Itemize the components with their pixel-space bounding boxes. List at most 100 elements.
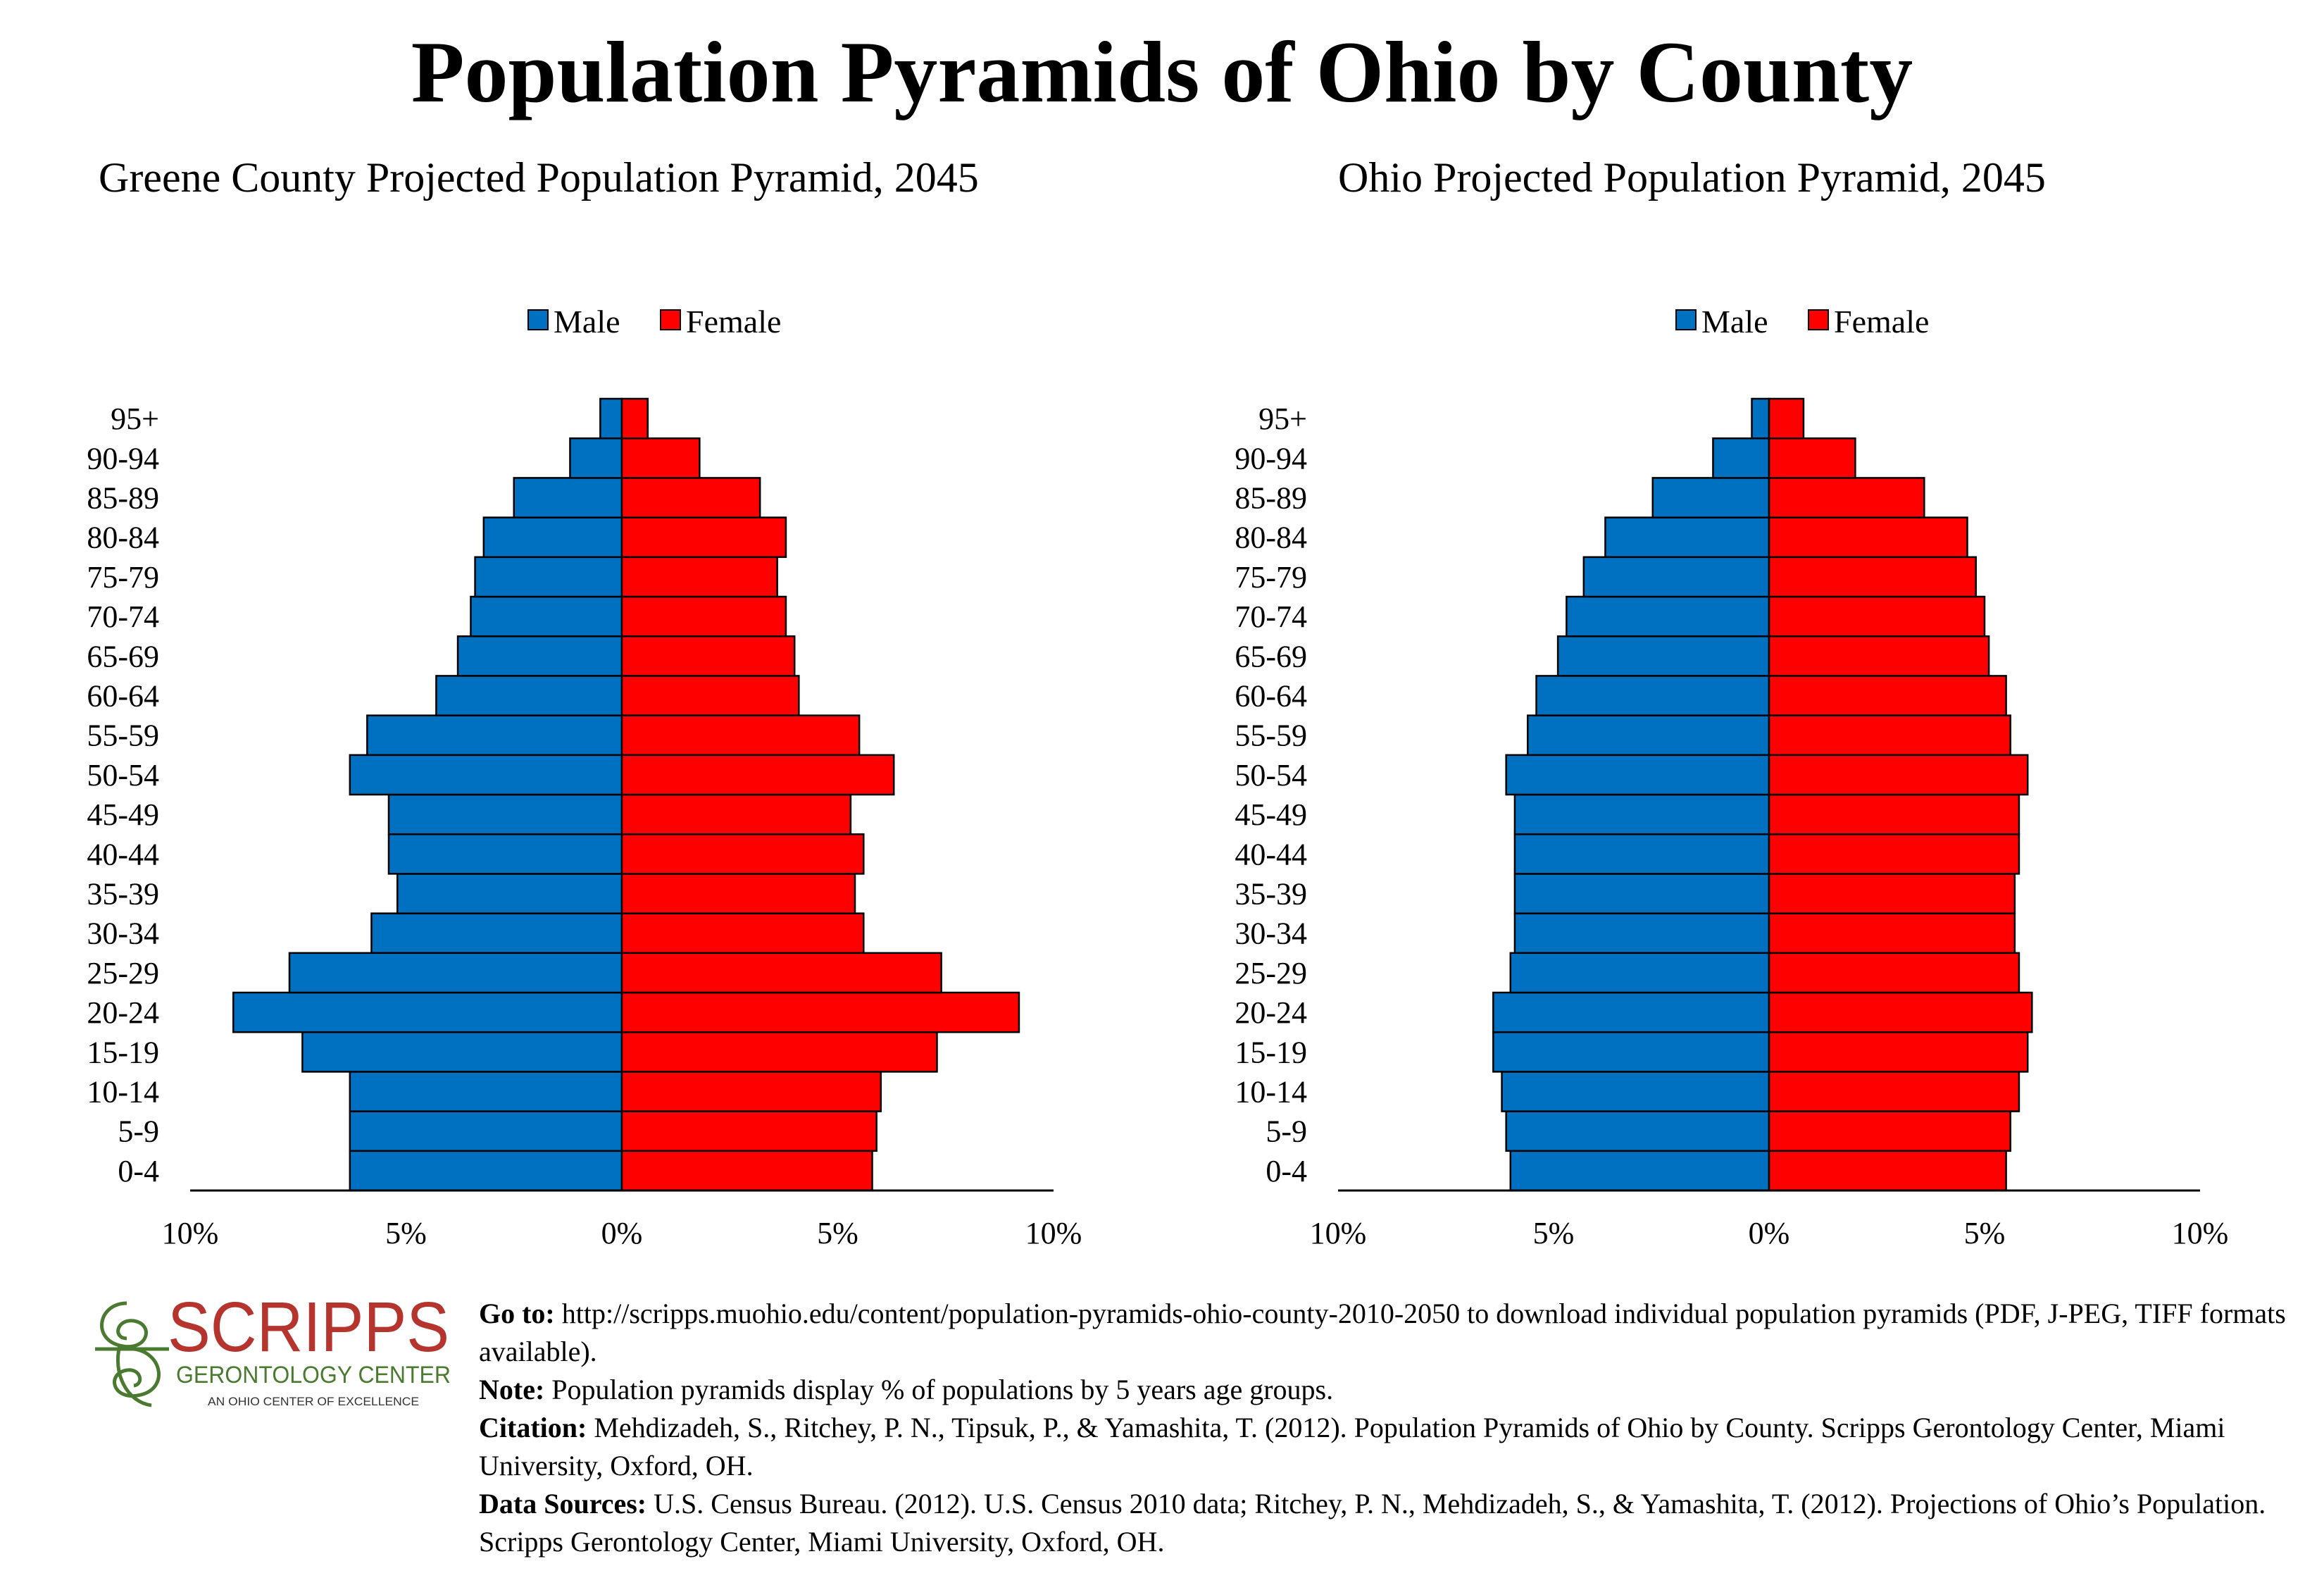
female-bar <box>1768 595 1986 638</box>
male-bar <box>349 754 623 796</box>
main-title: Population Pyramids of Ohio by County <box>411 24 1913 120</box>
note-text: Population pyramids display % of populat… <box>544 1374 1334 1405</box>
male-bar <box>1651 477 1770 518</box>
female-bar <box>620 1071 882 1112</box>
age-group-label: 85-89 <box>1235 481 1307 516</box>
age-group-label: 60-64 <box>87 679 159 714</box>
age-group-label: 60-64 <box>1235 679 1307 714</box>
age-group-label: 25-29 <box>1235 956 1307 990</box>
age-group-label: 65-69 <box>87 639 159 673</box>
x-tick-label: 10% <box>1310 1216 1367 1250</box>
female-bar <box>1768 873 2016 914</box>
swirl-icon <box>95 1301 169 1407</box>
age-group-label: 10-14 <box>1235 1075 1307 1110</box>
age-group-label: 30-34 <box>87 916 159 951</box>
male-bar <box>387 833 623 875</box>
age-group-label: 40-44 <box>1235 837 1307 871</box>
female-bar <box>1768 991 2033 1033</box>
age-group-label: 95+ <box>1258 402 1307 436</box>
male-bar <box>387 793 623 835</box>
female-bar <box>620 675 800 716</box>
male-bar <box>470 595 623 638</box>
female-bar <box>620 1110 877 1152</box>
x-tick-label: 5% <box>1964 1216 2006 1250</box>
sources-text: U.S. Census Bureau. (2012). U.S. Census … <box>479 1488 2266 1558</box>
legend-label-female: Female <box>1834 304 1929 340</box>
legend-swatch-female <box>1808 309 1829 330</box>
x-tick-label: 0% <box>1749 1216 1790 1250</box>
male-bar <box>1509 1150 1770 1192</box>
male-bar <box>288 952 623 994</box>
pyramid-charts: Greene County Projected Population Pyram… <box>87 154 2228 1250</box>
age-group-label: 0-4 <box>118 1154 159 1188</box>
legend-label-male: Male <box>554 304 620 340</box>
x-tick-label: 10% <box>1025 1216 1082 1250</box>
female-bar <box>620 516 787 559</box>
male-bar <box>1535 675 1770 716</box>
age-group-label: 15-19 <box>1235 1035 1307 1069</box>
female-bar <box>620 397 649 440</box>
male-bar <box>1527 714 1770 757</box>
male-bar <box>349 1150 623 1192</box>
female-bar <box>1768 675 2007 716</box>
footer-notes: Go to: http://scripps.muohio.edu/content… <box>479 1295 2310 1561</box>
female-bar <box>1768 437 1856 479</box>
female-bar <box>620 477 761 518</box>
age-group-label: 55-59 <box>87 719 159 753</box>
male-bar <box>1492 991 1770 1033</box>
age-group-label: 10-14 <box>87 1075 159 1110</box>
age-group-label: 40-44 <box>87 837 159 871</box>
logo-name: SCRIPPS <box>168 1288 449 1367</box>
age-group-label: 85-89 <box>87 481 159 516</box>
female-bar <box>620 635 796 677</box>
male-bar <box>1509 952 1770 994</box>
female-bar <box>1768 1071 2020 1112</box>
male-bar <box>370 912 623 955</box>
male-bar <box>513 477 623 518</box>
female-bar <box>620 1150 873 1192</box>
footer-citation: Citation: Mehdizadeh, S., Ritchey, P. N.… <box>479 1409 2310 1485</box>
male-bar <box>569 437 623 479</box>
male-bar <box>232 991 623 1033</box>
age-group-label: 55-59 <box>1235 719 1307 753</box>
age-group-label: 95+ <box>111 402 159 436</box>
female-bar <box>1768 952 2020 994</box>
goto-label: Go to: <box>479 1298 555 1329</box>
age-group-label: 80-84 <box>87 521 159 555</box>
age-group-label: 50-54 <box>1235 758 1307 792</box>
female-bar <box>1768 912 2016 955</box>
chart-title: Greene County Projected Population Pyram… <box>99 154 979 201</box>
citation-label: Citation: <box>479 1412 587 1443</box>
note-label: Note: <box>479 1374 545 1405</box>
female-bar <box>1768 477 1925 518</box>
logo-line1: GERONTOLOGY CENTER <box>176 1362 451 1388</box>
male-bar <box>349 1071 623 1112</box>
x-tick-label: 5% <box>817 1216 858 1250</box>
male-bar <box>1513 793 1770 835</box>
male-bar <box>1556 635 1770 677</box>
female-bar <box>1768 635 1990 677</box>
male-bar <box>366 714 623 757</box>
female-bar <box>620 556 778 598</box>
age-group-label: 35-39 <box>87 877 159 912</box>
female-bar <box>620 873 856 914</box>
male-bar <box>1513 833 1770 875</box>
legend-swatch-female <box>660 309 681 330</box>
female-bar <box>620 1031 938 1073</box>
age-group-label: 45-49 <box>1235 797 1307 832</box>
female-bar <box>620 793 852 835</box>
age-group-label: 25-29 <box>87 956 159 990</box>
female-bar <box>1768 714 2011 757</box>
female-bar <box>1768 793 2020 835</box>
chart-title: Ohio Projected Population Pyramid, 2045 <box>1338 154 2046 201</box>
age-group-label: 15-19 <box>87 1035 159 1069</box>
goto-text: http://scripps.muohio.edu/content/popula… <box>479 1298 2286 1367</box>
female-bar <box>620 952 942 994</box>
male-bar <box>1604 516 1770 559</box>
female-bar <box>1768 1031 2029 1073</box>
male-bar <box>474 556 623 598</box>
female-bar <box>620 595 787 638</box>
male-bar <box>301 1031 623 1073</box>
male-bar <box>1712 437 1770 479</box>
male-bar <box>1751 397 1770 440</box>
